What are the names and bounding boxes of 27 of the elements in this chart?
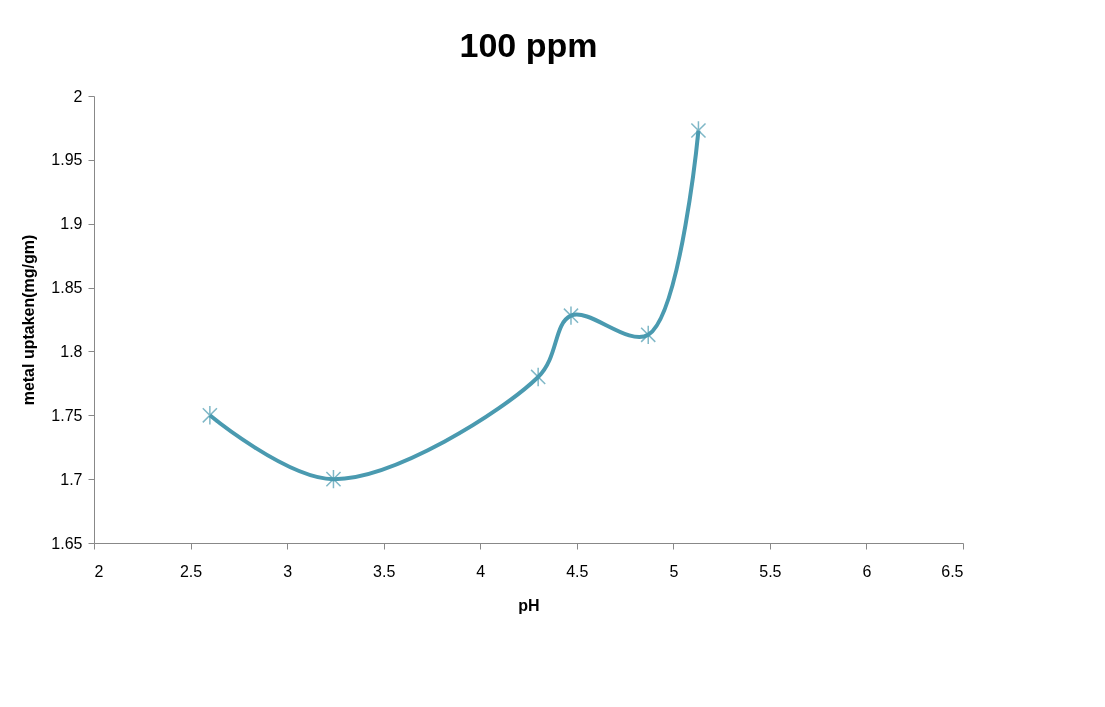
y-axis-title: metal uptaken(mg/gm) (20, 234, 38, 406)
point (325, 469, 342, 490)
point (530, 367, 546, 387)
x-tick-label: 6.5 (941, 562, 964, 580)
y-tick-label: 1.9 (60, 215, 83, 233)
y-tick-label: 2 (73, 87, 83, 105)
y-tick-label: 1.95 (51, 151, 83, 169)
x-tick-label: 5.5 (759, 562, 782, 580)
point (202, 405, 218, 426)
chart-title: 100 ppm (459, 26, 598, 64)
x-tick-label: 3.5 (373, 562, 396, 580)
x-tick-label: 4.5 (566, 562, 589, 580)
x-axis-title: pH (518, 596, 540, 614)
y-tick-label: 1.75 (51, 406, 83, 424)
x-tick-label: 3 (283, 562, 293, 580)
x-tick-label: 4 (476, 562, 486, 580)
y-tick-label: 1.85 (51, 279, 83, 297)
x-tick-label: 2 (94, 562, 104, 580)
point (640, 324, 657, 345)
y-tick-label: 1.7 (60, 470, 83, 488)
point (690, 120, 707, 141)
x-tick-label: 2.5 (179, 562, 203, 580)
point (563, 305, 579, 326)
y-tick-label: 1.65 (51, 534, 83, 552)
y-tick-label: 1.8 (60, 342, 83, 360)
x-tick-label: 5 (669, 562, 679, 580)
x-tick-label: 6 (862, 562, 872, 580)
